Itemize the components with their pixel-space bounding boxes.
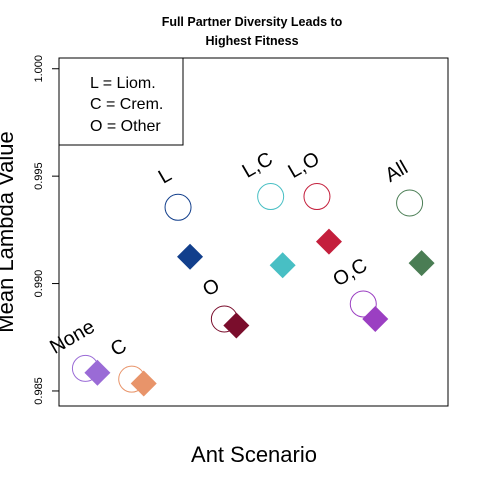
legend-entry-other: O = Other (90, 118, 161, 135)
circle-point-o-c (349, 290, 377, 318)
scenario-label-all: All (381, 157, 411, 187)
chart-title-line2: Highest Fitness (205, 34, 298, 48)
circle-point-l (164, 193, 192, 221)
y-axis-title: Mean Lambda Value (0, 131, 18, 332)
legend-box (58, 57, 184, 146)
diamond-point-all (408, 250, 435, 277)
diamond-point-o (223, 312, 250, 339)
scenario-label-l-c: L,C (239, 148, 277, 183)
scenario-label-l: L (155, 164, 176, 189)
scenario-label-c: C (107, 335, 131, 361)
diamond-point-none (84, 359, 111, 386)
scenario-label-o-c: O,C (329, 254, 371, 291)
diamond-point-o-c (362, 306, 389, 332)
diamond-point-l (177, 243, 204, 270)
diamond-point-l-c (269, 252, 296, 279)
scenario-label-o: O (199, 274, 223, 301)
legend-entry-crem: C = Crem. (90, 96, 163, 113)
y-tick-label: 0.985 (33, 377, 45, 405)
legend: L = Liom. C = Crem. O = Other (58, 57, 184, 146)
circle-point-all (396, 189, 424, 217)
scenario-label-l-o: L,O (284, 148, 323, 183)
circle-point-l-c (257, 183, 285, 211)
legend-entry-liom: L = Liom. (90, 75, 156, 92)
diamond-point-c (130, 370, 157, 397)
y-tick-label: 0.990 (33, 270, 45, 298)
y-tick-label: 0.995 (33, 162, 45, 190)
data-points: None C L O L,C L,O O,C All (46, 148, 435, 397)
diamond-point-l-o (315, 228, 342, 255)
chart-title-line1: Full Partner Diversity Leads to (162, 15, 343, 29)
x-axis-title: Ant Scenario (191, 442, 317, 467)
scenario-label-none: None (46, 316, 98, 359)
y-tick-label: 1.000 (33, 55, 45, 83)
circle-point-l-o (303, 183, 331, 211)
